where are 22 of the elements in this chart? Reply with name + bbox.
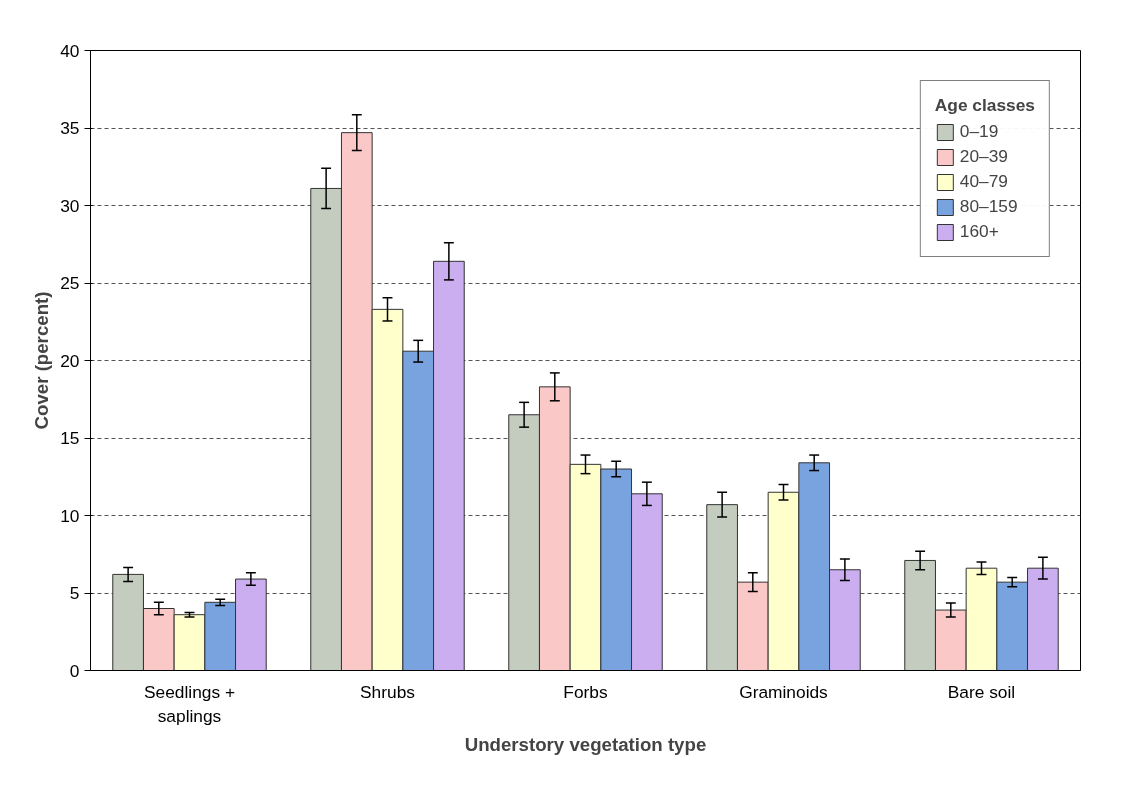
legend-label: 40–79 [959, 171, 1008, 192]
x-axis-title: Understory vegetation type [464, 733, 707, 755]
x-tick-label: Graminoids [739, 681, 829, 702]
legend-label: 0–19 [959, 121, 999, 142]
y-axis-title: Cover (percent) [31, 291, 53, 430]
y-tick-label: 25 [60, 273, 80, 293]
y-tick-label: 35 [60, 118, 80, 138]
legend-label: 80–159 [959, 196, 1018, 217]
y-tick-label: 30 [60, 195, 80, 216]
y-tick-label: 10 [60, 505, 80, 526]
y-tick-label: 0 [69, 660, 80, 681]
x-tick-label: Forbs [563, 681, 608, 702]
x-tick-label: Seedlings + saplings [143, 681, 236, 726]
x-tick-label: Bare soil [947, 681, 1016, 702]
legend-label: 160+ [959, 221, 999, 242]
y-tick-label: 5 [69, 583, 80, 603]
y-tick-label: 15 [60, 428, 80, 448]
x-tick-label: Shrubs [360, 681, 416, 702]
y-tick-label: 20 [60, 350, 80, 371]
legend-label: 20–39 [959, 146, 1008, 167]
legend-title: Age classes [934, 95, 1035, 116]
y-tick-label: 40 [60, 40, 80, 61]
